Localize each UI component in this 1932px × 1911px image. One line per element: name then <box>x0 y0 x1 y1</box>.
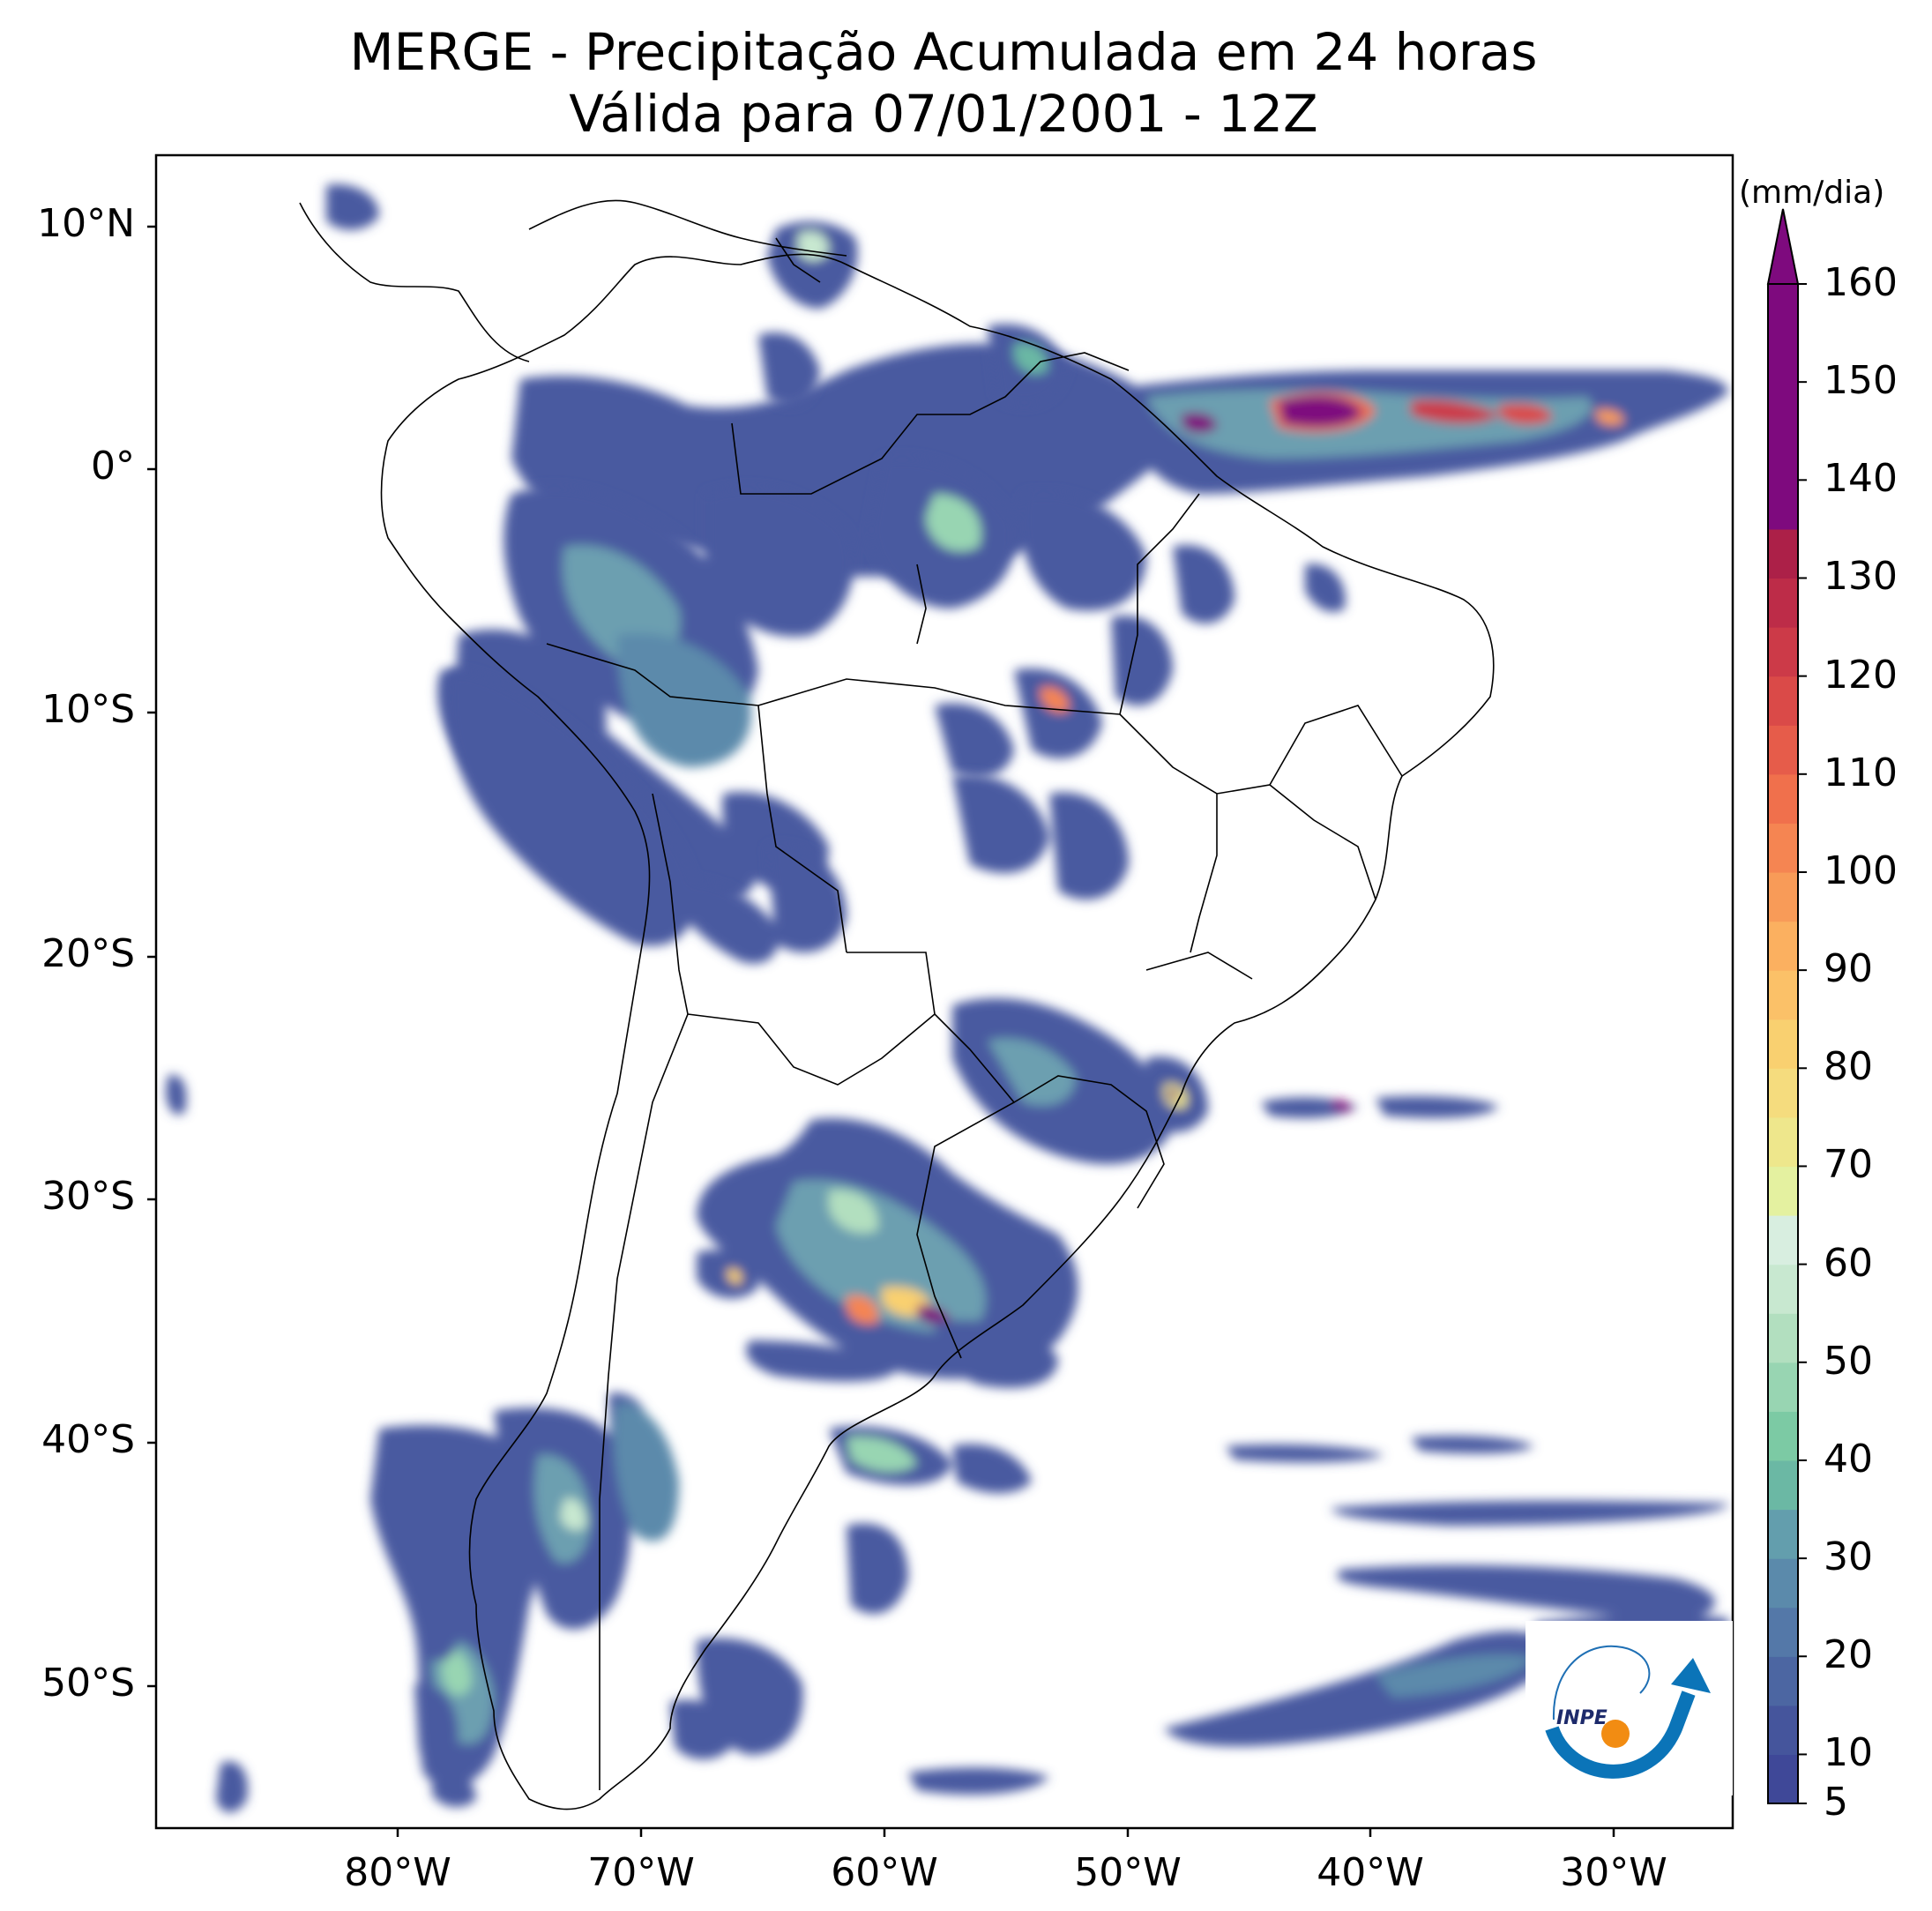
colorbar-tick-label: 130 <box>1824 554 1898 600</box>
colorbar-segment <box>1768 1068 1798 1118</box>
lon-label: 60°W <box>831 1850 938 1895</box>
colorbar-tick-label: 30 <box>1824 1534 1873 1580</box>
colorbar-segment <box>1768 528 1798 579</box>
colorbar-segment <box>1768 1019 1798 1069</box>
colorbar-tick-label: 80 <box>1824 1044 1873 1090</box>
precipitation-field <box>166 184 1728 1812</box>
colorbar-segment <box>1768 1362 1798 1412</box>
colorbar-segment <box>1768 1509 1798 1559</box>
colorbar-segment <box>1768 1459 1798 1511</box>
colorbar-segment <box>1768 1607 1798 1657</box>
colorbar-segment <box>1768 1116 1798 1168</box>
colorbar-tick-label: 20 <box>1824 1632 1873 1678</box>
colorbar-frame <box>1767 283 1799 1804</box>
colorbar-segment <box>1768 332 1798 383</box>
lon-label: 80°W <box>344 1850 451 1895</box>
coastlines-and-borders <box>299 199 1495 1810</box>
colorbar-segment <box>1768 1656 1798 1706</box>
colorbar-tick-label: 90 <box>1824 946 1873 992</box>
map-title-line1: MERGE - Precipitação Acumulada em 24 hor… <box>349 22 1538 82</box>
colorbar-segment <box>1768 676 1798 726</box>
colorbar-segment <box>1768 382 1798 432</box>
colorbar-tick-label: 60 <box>1824 1240 1873 1286</box>
plot-frame <box>154 153 1734 1830</box>
colorbar-tick-label: 150 <box>1824 358 1898 404</box>
colorbar-segment <box>1768 871 1798 922</box>
colorbar-tick-label: 160 <box>1824 260 1898 305</box>
colorbar-segment <box>1768 1166 1798 1216</box>
rain-northern-band <box>511 343 1728 577</box>
colorbar-segment <box>1768 284 1798 334</box>
lat-label: 10°N <box>37 201 135 246</box>
colorbar-segment <box>1768 627 1798 677</box>
south-america-coastline <box>380 253 1495 1810</box>
colorbar-segment <box>1768 578 1798 628</box>
colorbar-segment <box>1768 1705 1798 1756</box>
map-title-line2: Válida para 07/01/2001 - 12Z <box>569 84 1318 144</box>
border-lines <box>546 352 1403 1790</box>
colorbar-segment <box>1768 1558 1798 1609</box>
colorbar-segment <box>1768 1264 1798 1314</box>
lat-label: 0° <box>91 444 135 489</box>
colorbar-tick-label: 40 <box>1824 1436 1873 1482</box>
colorbar <box>1766 208 1807 1804</box>
colorbar-segment <box>1768 970 1798 1020</box>
colorbar-segment <box>1768 921 1798 971</box>
lon-label: 50°W <box>1074 1850 1182 1895</box>
rain-andes <box>447 670 1129 964</box>
colorbar-tick-label: 120 <box>1824 652 1898 698</box>
logo-text: INPE <box>1556 1707 1608 1729</box>
lat-label: 40°S <box>41 1417 135 1462</box>
colorbar-segment <box>1768 823 1798 873</box>
colorbar-segment <box>1768 1313 1798 1363</box>
inpe-logo: INPE <box>1525 1621 1733 1795</box>
colorbar-segment <box>1768 480 1798 530</box>
lat-label: 50°S <box>41 1661 135 1706</box>
axis-ticks <box>147 225 1615 1837</box>
colorbar-tick-label: 50 <box>1824 1338 1873 1384</box>
lat-label: 30°S <box>41 1174 135 1219</box>
colorbar-tick-label: 70 <box>1824 1142 1873 1188</box>
lon-label: 40°W <box>1317 1850 1424 1895</box>
colorbar-segment <box>1768 430 1798 481</box>
colorbar-segment <box>1768 1215 1798 1265</box>
colorbar-tick-label: 5 <box>1824 1780 1848 1825</box>
colorbar-segment <box>1768 1411 1798 1461</box>
lat-label: 10°S <box>41 687 135 732</box>
colorbar-extend-arrow <box>1766 208 1800 285</box>
colorbar-tick-label: 10 <box>1824 1730 1873 1776</box>
colorbar-segment <box>1768 773 1798 824</box>
lon-label: 30°W <box>1560 1850 1667 1895</box>
lon-label: 70°W <box>587 1850 695 1895</box>
colorbar-unit: (mm/dia) <box>1739 175 1885 211</box>
colorbar-tick-label: 110 <box>1824 750 1898 795</box>
lat-label: 20°S <box>41 931 135 976</box>
rain-north-coast <box>166 184 1067 1115</box>
rain-south <box>697 997 1728 1795</box>
colorbar-tick-label: 140 <box>1824 456 1898 502</box>
colorbar-tick-label: 100 <box>1824 847 1898 893</box>
colorbar-segment <box>1768 725 1798 775</box>
colorbar-segment <box>1768 1754 1798 1804</box>
caribbean-coast <box>299 199 847 362</box>
rain-patagonia <box>216 1392 908 1812</box>
